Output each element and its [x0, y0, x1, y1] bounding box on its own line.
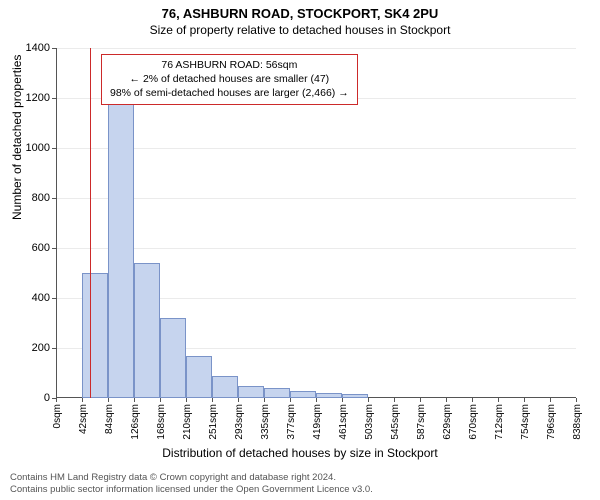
y-tick-mark	[52, 198, 56, 199]
x-tick-mark	[108, 398, 109, 402]
x-tick-label: 754sqm	[520, 404, 531, 440]
x-axis-label: Distribution of detached houses by size …	[0, 446, 600, 460]
x-tick-mark	[82, 398, 83, 402]
x-tick-mark	[56, 398, 57, 402]
x-tick-label: 126sqm	[130, 404, 141, 440]
histogram-bar	[264, 388, 290, 398]
x-tick-label: 335sqm	[260, 404, 271, 440]
histogram-bar	[212, 376, 238, 399]
x-tick-label: 712sqm	[494, 404, 505, 440]
x-tick-label: 838sqm	[572, 404, 583, 440]
x-tick-mark	[264, 398, 265, 402]
annotation-box: 76 ASHBURN ROAD: 56sqm← 2% of detached h…	[101, 54, 358, 105]
x-tick-label: 670sqm	[468, 404, 479, 440]
histogram-bar	[134, 263, 160, 398]
plot-area: 02004006008001000120014000sqm42sqm84sqm1…	[56, 48, 576, 398]
y-tick-label: 1400	[26, 42, 50, 54]
y-tick-mark	[52, 98, 56, 99]
x-tick-label: 419sqm	[312, 404, 323, 440]
x-tick-mark	[290, 398, 291, 402]
x-tick-label: 251sqm	[208, 404, 219, 440]
chart-subtitle: Size of property relative to detached ho…	[0, 23, 600, 37]
x-tick-mark	[576, 398, 577, 402]
x-tick-mark	[524, 398, 525, 402]
grid-line	[56, 248, 576, 249]
y-tick-label: 400	[32, 292, 50, 304]
x-tick-mark	[394, 398, 395, 402]
histogram-bar	[290, 391, 316, 399]
marker-line	[90, 48, 91, 398]
y-axis-label: Number of detached properties	[10, 55, 24, 220]
histogram-bar	[342, 394, 368, 398]
y-axis-line	[56, 48, 57, 398]
y-tick-label: 200	[32, 342, 50, 354]
grid-line	[56, 48, 576, 49]
y-tick-mark	[52, 148, 56, 149]
x-tick-mark	[238, 398, 239, 402]
y-tick-mark	[52, 48, 56, 49]
histogram-bar	[186, 356, 212, 399]
x-tick-mark	[342, 398, 343, 402]
annotation-line-2: ← 2% of detached houses are smaller (47)	[110, 72, 349, 86]
x-tick-mark	[446, 398, 447, 402]
y-tick-mark	[52, 348, 56, 349]
y-tick-mark	[52, 248, 56, 249]
x-tick-label: 503sqm	[364, 404, 375, 440]
x-tick-mark	[212, 398, 213, 402]
x-tick-label: 168sqm	[156, 404, 167, 440]
x-tick-mark	[420, 398, 421, 402]
histogram-bar	[160, 318, 186, 398]
x-tick-label: 84sqm	[104, 404, 115, 434]
x-tick-label: 629sqm	[442, 404, 453, 440]
x-tick-label: 587sqm	[416, 404, 427, 440]
grid-line	[56, 198, 576, 199]
y-tick-label: 0	[44, 392, 50, 404]
y-tick-label: 1000	[26, 142, 50, 154]
x-tick-mark	[498, 398, 499, 402]
y-tick-label: 600	[32, 242, 50, 254]
x-tick-label: 0sqm	[52, 404, 63, 428]
chart-container: 76, ASHBURN ROAD, STOCKPORT, SK4 2PU Siz…	[0, 0, 600, 500]
y-tick-label: 1200	[26, 92, 50, 104]
x-tick-label: 545sqm	[390, 404, 401, 440]
histogram-bar	[316, 393, 342, 398]
x-tick-label: 293sqm	[234, 404, 245, 440]
footer-line-2: Contains public sector information licen…	[10, 484, 373, 496]
footer-attribution: Contains HM Land Registry data © Crown c…	[10, 472, 373, 496]
chart-title: 76, ASHBURN ROAD, STOCKPORT, SK4 2PU	[0, 0, 600, 21]
histogram-bar	[108, 103, 134, 398]
x-tick-mark	[550, 398, 551, 402]
annotation-line-3: 98% of semi-detached houses are larger (…	[110, 86, 349, 100]
y-tick-mark	[52, 298, 56, 299]
grid-line	[56, 148, 576, 149]
x-tick-label: 796sqm	[546, 404, 557, 440]
x-tick-mark	[368, 398, 369, 402]
x-tick-label: 42sqm	[78, 404, 89, 434]
x-tick-mark	[134, 398, 135, 402]
footer-line-1: Contains HM Land Registry data © Crown c…	[10, 472, 373, 484]
annotation-line-1: 76 ASHBURN ROAD: 56sqm	[110, 58, 349, 72]
x-tick-mark	[316, 398, 317, 402]
x-tick-mark	[472, 398, 473, 402]
x-tick-mark	[160, 398, 161, 402]
x-tick-label: 377sqm	[286, 404, 297, 440]
x-tick-label: 461sqm	[338, 404, 349, 440]
x-tick-label: 210sqm	[182, 404, 193, 440]
x-tick-mark	[186, 398, 187, 402]
histogram-bar	[238, 386, 264, 399]
y-tick-label: 800	[32, 192, 50, 204]
histogram-bar	[82, 273, 108, 398]
